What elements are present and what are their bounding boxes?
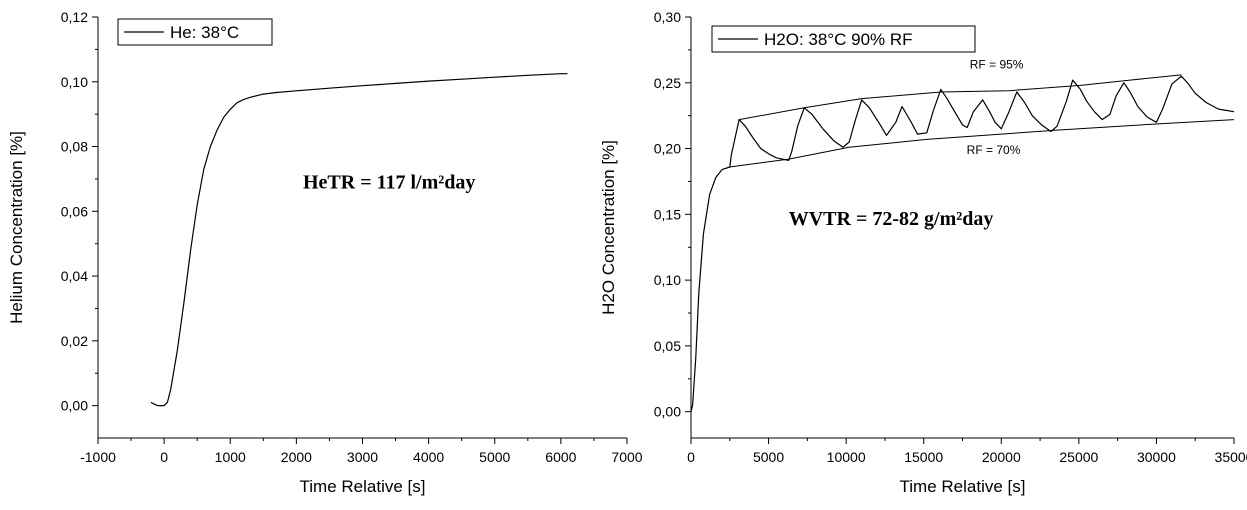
legend-entry: H2O: 38°C 90% RF [764,30,913,49]
x-tick-label: 10000 [827,449,866,465]
x-axis-label: Time Relative [s] [900,477,1026,496]
x-tick-label: 6000 [545,449,576,465]
y-tick-label: 0,10 [654,272,681,288]
x-tick-label: 2000 [281,449,312,465]
x-tick-label: 15000 [904,449,943,465]
chart-annotation: HeTR = 117 l/m²day [303,172,475,194]
y-axis-label: H2O Concentration [%] [599,140,618,315]
y-tick-label: 0,05 [654,338,681,354]
x-tick-label: 30000 [1137,449,1176,465]
helium-chart: -1000 0 1000 2000 3000 4000 5000 6000 7000 0,00 0,… [7,9,643,496]
y-tick-label: 0,08 [61,139,88,155]
x-tick-label: 0 [160,449,168,465]
y-tick-label: 0,04 [61,268,88,284]
series-line [150,73,568,407]
x-tick-label: 7000 [611,449,642,465]
y-tick-label: 0,30 [654,9,681,25]
x-axis-label: Time Relative [s] [300,477,426,496]
y-tick-label: 0,12 [61,9,88,25]
x-tick-label: 20000 [982,449,1021,465]
x-tick-label: 25000 [1059,449,1098,465]
legend-entry: He: 38°C [170,23,239,42]
y-tick-label: 0,00 [61,398,88,414]
x-tick-label: 5000 [753,449,784,465]
y-tick-label: 0,06 [61,203,88,219]
chart-annotation: RF = 95% [970,57,1024,71]
series-line [690,75,1235,412]
x-tick-label: 0 [687,449,695,465]
y-tick-label: 0,00 [654,404,681,420]
chart-annotation: WVTR = 72-82 g/m²day [789,208,994,230]
y-tick-label: 0,02 [61,333,88,349]
y-tick-label: 0,25 [654,75,681,91]
x-tick-label: 4000 [413,449,444,465]
envelope-line [729,119,1235,168]
y-axis-label: Helium Concentration [%] [7,131,26,324]
envelope-line [739,74,1182,121]
chart-annotation: RF = 70% [967,143,1021,157]
y-tick-label: 0,15 [654,206,681,222]
x-tick-label: 5000 [479,449,510,465]
x-tick-label: 3000 [347,449,378,465]
x-tick-label: 1000 [215,449,246,465]
y-tick-label: 0,20 [654,141,681,157]
x-tick-label: -1000 [80,449,116,465]
y-tick-label: 0,10 [61,74,88,90]
